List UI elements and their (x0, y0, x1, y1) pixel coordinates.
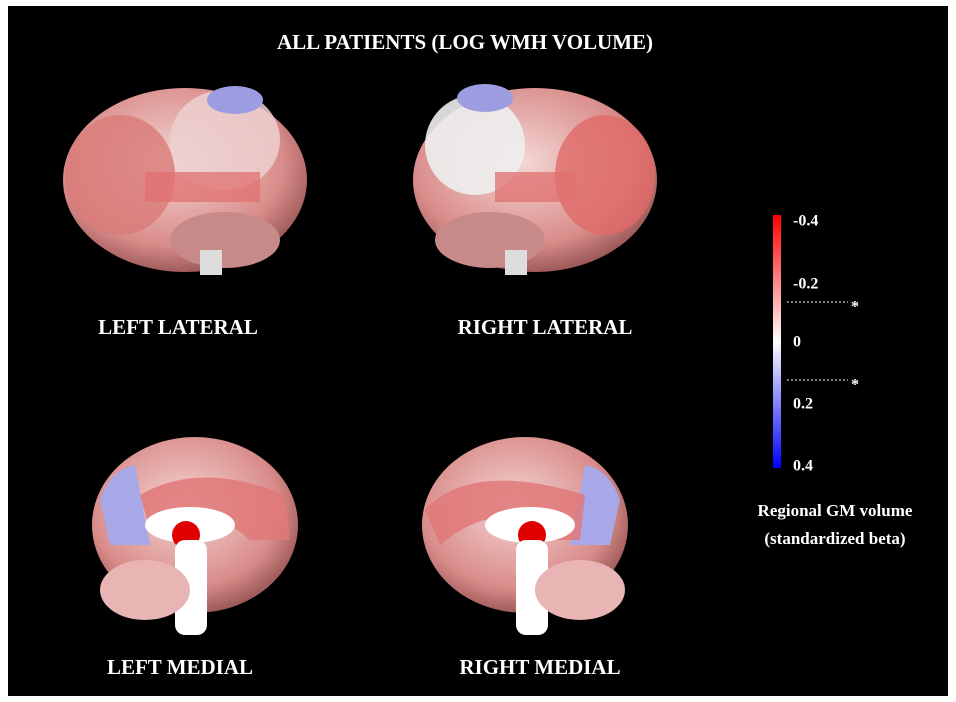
colorbar-tick: -0.2 (793, 276, 818, 293)
significance-mark: * (851, 299, 859, 316)
colorbar (773, 215, 781, 468)
page: ALL PATIENTS (LOG WMH VOLUME) LEFT LATER… (0, 0, 956, 702)
colorbar-label: (standardized beta) (764, 529, 905, 548)
panel-label: RIGHT MEDIAL (459, 655, 620, 679)
colorbar-label: Regional GM volume (758, 501, 913, 520)
colorbar-tick: 0.4 (793, 458, 813, 475)
panel-label: RIGHT LATERAL (458, 315, 633, 339)
title: ALL PATIENTS (LOG WMH VOLUME) (277, 30, 653, 54)
panel-label: LEFT MEDIAL (107, 655, 253, 679)
significance-mark: * (851, 377, 859, 394)
colorbar-tick: -0.4 (793, 213, 818, 230)
panel-label: LEFT LATERAL (98, 315, 258, 339)
colorbar-tick: 0.2 (793, 396, 813, 413)
figure: ALL PATIENTS (LOG WMH VOLUME) LEFT LATER… (0, 0, 956, 702)
colorbar-tick: 0 (793, 334, 801, 351)
